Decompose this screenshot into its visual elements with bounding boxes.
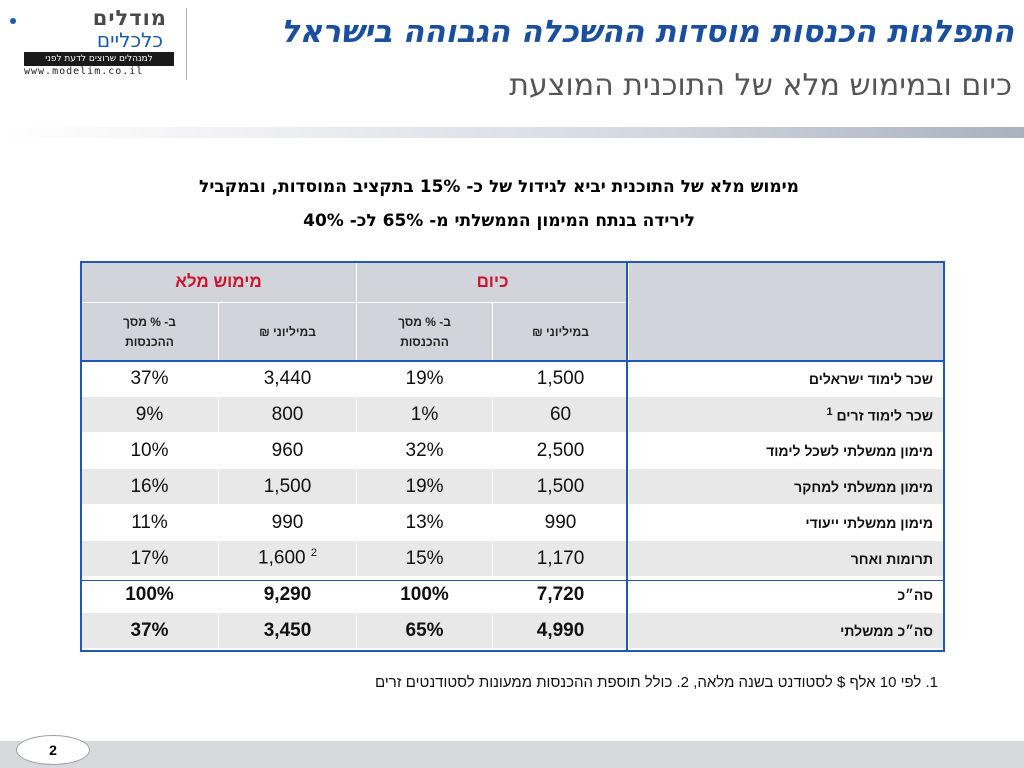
full-millions: 800 — [218, 396, 358, 433]
full-percent: 37% — [79, 612, 220, 649]
table-row: מימון ממשלתי ייעודי 990 13% 990 11% — [79, 504, 947, 541]
corner-cell — [628, 261, 947, 361]
gov-total-row: סה״כ ממשלתי 4,990 65% 3,450 37% — [79, 612, 947, 649]
today-millions: 2,500 — [492, 432, 630, 469]
full-percent: 100% — [79, 576, 220, 613]
table-row: מימון ממשלתי למחקר 1,500 19% 1,500 16% — [79, 468, 947, 505]
today-percent: 100% — [356, 576, 494, 613]
col-full-millions: במיליוני ₪ — [218, 302, 358, 361]
logo-line2: כלכליים — [96, 28, 163, 52]
table-group-header: כיום מימוש מלא — [79, 261, 947, 361]
intro-text: מימוש מלא של התוכנית יביא לגידול של כ- 1… — [60, 170, 938, 238]
row-label-text: מימון ממשלתי למחקר — [794, 478, 934, 495]
today-millions: 990 — [492, 504, 630, 541]
row-label: שכר לימוד זרים 1 — [628, 396, 947, 433]
page-number: 2 — [16, 735, 90, 765]
slide-subtitle: כיום ובמימוש מלא של התוכנית המוצעת — [509, 68, 1012, 103]
today-millions: 7,720 — [492, 576, 630, 613]
footnote: 1. לפי 10 אלף $ לסטודנט בשנה מלאה, 2. כו… — [374, 674, 938, 691]
full-millions: 1,500 — [218, 468, 358, 505]
full-percent: 10% — [79, 432, 220, 469]
logo-dot — [10, 18, 16, 24]
full-percent: 11% — [79, 504, 220, 541]
table-row: שכר לימוד זרים 1 60 1% 800 9% — [79, 396, 947, 433]
intro-line-2: לירידה בנתח המימון הממשלתי מ- 65% לכ- 40… — [303, 211, 695, 231]
footnote-marker: 1 — [826, 405, 833, 418]
row-label: סה״כ — [628, 576, 947, 613]
full-millions: 960 — [218, 432, 358, 469]
today-millions: 1,500 — [492, 360, 630, 397]
full-millions: 2 1,600 — [218, 540, 358, 577]
group-full: מימוש מלא — [79, 261, 358, 303]
col-full-percent: ב- % מסך ההכנסות — [79, 302, 220, 361]
today-percent: 65% — [356, 612, 494, 649]
income-table: כיום מימוש מלא במיליוני ₪ ב- % מסך ההכנסו… — [79, 261, 947, 649]
logo-separator — [186, 8, 187, 80]
table-row: שכר לימוד ישראלים 1,500 19% 3,440 37% — [79, 360, 947, 397]
row-label-text: שכר לימוד ישראלים — [808, 370, 934, 387]
full-millions: 9,290 — [218, 576, 358, 613]
col-percent-line1: ב- % מסך — [123, 314, 176, 329]
row-label: מימון ממשלתי למחקר — [628, 468, 947, 505]
row-label-text: מימון ממשלתי ייעודי — [805, 514, 934, 531]
today-percent: 15% — [356, 540, 494, 577]
full-millions-value: 1,600 — [258, 547, 306, 569]
full-millions: 3,450 — [218, 612, 358, 649]
col-today-millions: במיליוני ₪ — [492, 302, 630, 361]
col-percent-line2: ההכנסות — [400, 334, 449, 349]
row-label-text: תרומות ואחר — [850, 550, 934, 567]
row-label-text: שכר לימוד זרים — [836, 407, 934, 424]
col-percent-line2: ההכנסות — [125, 334, 174, 349]
full-millions: 3,440 — [218, 360, 358, 397]
today-percent: 13% — [356, 504, 494, 541]
row-label: סה״כ ממשלתי — [628, 612, 947, 649]
header-divider — [0, 127, 1024, 138]
table-row: מימון ממשלתי לשכל לימוד 2,500 32% 960 10… — [79, 432, 947, 469]
company-logo: מודלים כלכליים למנהלים שרוצים לדעת לפני … — [10, 6, 187, 80]
slide-title: התפלגות הכנסות מוסדות ההשכלה הגבוהה בישר… — [280, 14, 1014, 50]
intro-line-1: מימוש מלא של התוכנית יביא לגידול של כ- 1… — [199, 177, 799, 197]
row-label: שכר לימוד ישראלים — [628, 360, 947, 397]
today-percent: 1% — [356, 396, 494, 433]
today-millions: 1,500 — [492, 468, 630, 505]
today-millions: 1,170 — [492, 540, 630, 577]
today-percent: 19% — [356, 360, 494, 397]
total-row: סה״כ 7,720 100% 9,290 100% — [79, 576, 947, 613]
today-percent: 19% — [356, 468, 494, 505]
full-percent: 37% — [79, 360, 220, 397]
today-percent: 32% — [356, 432, 494, 469]
full-percent: 17% — [79, 540, 220, 577]
full-percent: 9% — [79, 396, 220, 433]
row-label: מימון ממשלתי לשכל לימוד — [628, 432, 947, 469]
logo-line1: מודלים — [92, 6, 167, 30]
today-millions: 60 — [492, 396, 630, 433]
row-label-text: מימון ממשלתי לשכל לימוד — [766, 442, 934, 459]
full-percent: 16% — [79, 468, 220, 505]
row-label: תרומות ואחר — [628, 540, 947, 577]
bottom-bar — [0, 741, 1024, 768]
table-column-header: במיליוני ₪ ב- % מסך ההכנסות במיליוני ₪ ב-… — [79, 302, 946, 361]
logo-tagline: למנהלים שרוצים לדעת לפני — [24, 52, 174, 66]
group-today: כיום — [356, 261, 630, 303]
row-label: מימון ממשלתי ייעודי — [628, 504, 947, 541]
logo-url: www.modelim.co.il — [24, 66, 144, 77]
full-millions: 990 — [218, 504, 358, 541]
today-millions: 4,990 — [492, 612, 630, 649]
col-percent-line1: ב- % מסך — [398, 314, 451, 329]
table-row: תרומות ואחר 1,170 15% 2 1,600 17% — [79, 540, 947, 577]
col-today-percent: ב- % מסך ההכנסות — [356, 302, 494, 361]
footnote-marker: 2 — [310, 547, 317, 560]
